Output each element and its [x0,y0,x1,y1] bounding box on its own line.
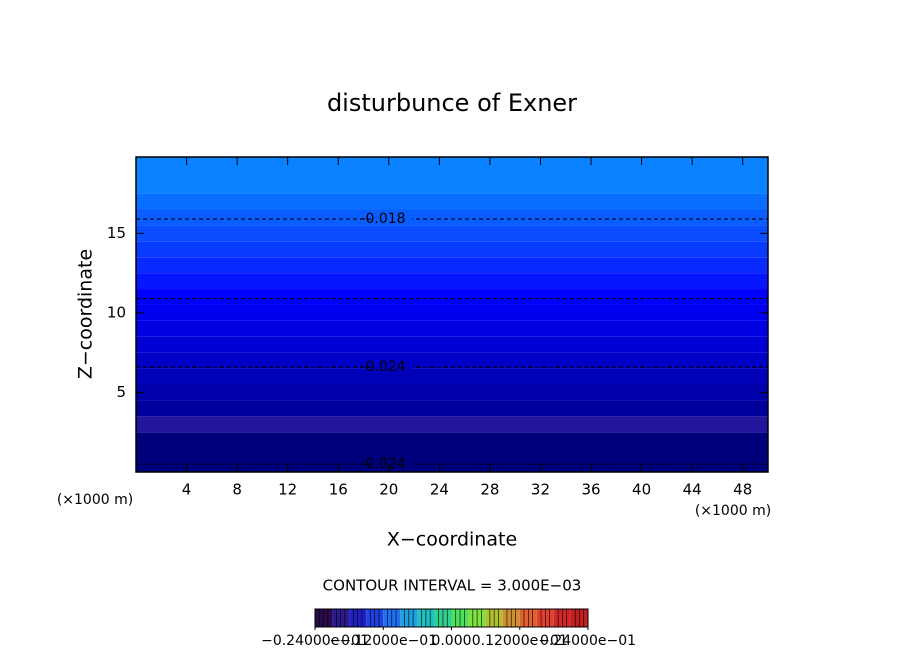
contour-band [136,432,768,472]
x-tick-label: 8 [232,481,242,499]
x-tick-label: 36 [581,481,600,499]
contour-band [136,273,768,290]
contour-label: -0.018 [360,211,405,227]
contour-band [136,416,768,433]
contour-band [136,304,768,321]
contour-note: CONTOUR INTERVAL = 3.000E−03 [323,577,582,595]
contour-label-gap [372,365,412,369]
contour-band [136,352,768,369]
contour-label-gap [372,462,412,467]
contour-band [136,193,768,210]
contour-band [136,336,768,353]
contour-band [136,400,768,417]
x-tick-label: 48 [733,481,752,499]
chart-title: disturbunce of Exner [327,89,577,117]
contour-band [136,289,768,305]
contour-label-gap [372,217,412,222]
x-unit-label: (×1000 m) [57,492,133,508]
x-tick-label: 28 [480,481,499,499]
y-tick-label: 15 [107,224,126,242]
colorbar-tick-label: 0.24000e−01 [540,633,636,649]
contour-band [136,225,768,242]
y-tick-label: 5 [116,383,126,401]
x-unit-label: (×1000 m) [695,503,771,519]
contour-band [136,384,768,401]
contour-label: -0.024 [360,359,405,375]
contour-band [136,241,768,258]
colorbar-tick-label: −0.12000e−01 [329,633,437,649]
y-tick-label: 10 [107,303,126,321]
x-tick-label: 40 [632,481,651,499]
colorbar-tick-label: 0.000 [431,633,471,649]
contour-band [136,368,768,385]
contour-band [136,157,768,194]
colorbar-tick-label: 0.12000e−01 [472,633,568,649]
contour-label: -0.024 [360,456,405,472]
plot-frame [135,156,769,473]
x-tick-label: 12 [278,481,297,499]
contour-band [136,257,768,274]
x-tick-label: 44 [683,481,702,499]
x-axis-title: X−coordinate [387,529,517,551]
x-tick-label: 20 [379,481,398,499]
colorbar-tick-label: −0.24000e−01 [261,633,369,649]
x-tick-label: 4 [182,481,192,499]
x-tick-label: 16 [329,481,348,499]
contour-band [136,320,768,337]
x-tick-label: 32 [531,481,550,499]
y-axis-title: Z−coordinate [75,249,97,379]
contour-band [136,209,768,226]
x-tick-label: 24 [430,481,449,499]
